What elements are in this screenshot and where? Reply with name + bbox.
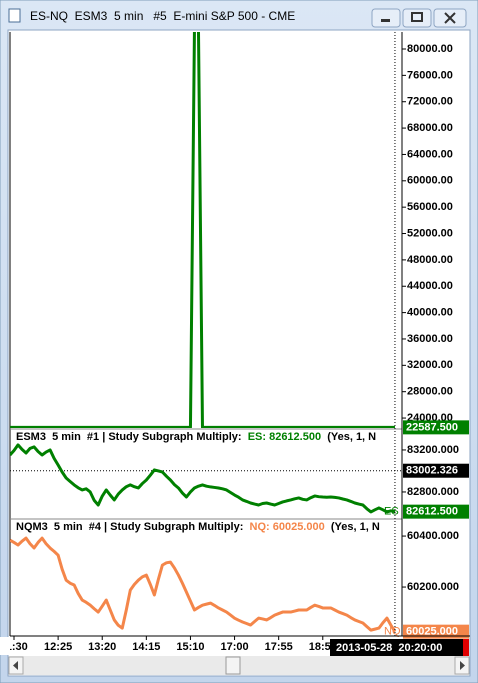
axis-background [402,31,469,637]
time-axis-left-cover [0,637,10,655]
price-line [10,536,397,633]
study-value: NQ: 60025.000 [250,521,325,533]
maximize-button[interactable] [402,8,432,28]
y-tick-label: 28000.00 [407,386,453,398]
last-value-label: 60025.000 [406,626,458,638]
study-name: ESM3 5 min #1 | Study Subgraph Multiply: [16,431,242,443]
study-name: NQM3 5 min #4 | Study Subgraph Multiply: [16,521,243,533]
price-axis: 24000.0028000.0032000.0036000.0040000.00… [401,31,469,639]
x-tick-label: 17:00 [220,641,248,653]
x-tick-label: 14:15 [132,641,160,653]
x-tick-label: 13:20 [88,641,116,653]
series-end-label: ES [384,506,399,518]
x-tick-label: 15:10 [176,641,204,653]
scroll-left-arrow [13,661,18,670]
last-value-box [403,504,469,519]
price-line [10,32,395,428]
x-tick-label: 12:25 [44,641,72,653]
y-tick-label: 40000.00 [407,307,453,319]
window-title: ES-NQ ESM3 5 min #5 E-mini S&P 500 - CME [30,9,295,23]
x-tick-label: 17:55 [265,641,293,653]
scroll-right-arrow [460,661,465,670]
scroll-thumb[interactable] [225,656,241,675]
minimize-glyph [381,19,390,22]
y-tick-label: 83200.000 [407,444,459,456]
y-tick-label: 60000.00 [407,175,453,187]
minimize-button[interactable] [371,8,401,28]
scrollbar[interactable] [8,656,470,675]
cursor-time-label: 2013-05-28 20:20:00 [336,642,442,654]
cursor-box [330,639,463,656]
window-buttons[interactable] [371,8,467,28]
y-tick-label: 52000.00 [407,227,453,239]
y-tick-label: 60400.000 [407,530,459,542]
study-value: ES: 82612.500 [248,431,321,443]
y-tick-label: 72000.00 [407,96,453,108]
last-value-box [403,624,469,639]
plot-area: ES ESM3 5 min #1 | Study Subgraph Multipl… [10,32,402,638]
y-tick-label: 82800.000 [407,486,459,498]
y-tick-label: 32000.00 [407,359,453,371]
y-tick-label: 56000.00 [407,201,453,213]
study-header: ESM3 5 min #1 | Study Subgraph Multiply:… [16,431,376,443]
y-tick-label: 60200.000 [407,581,459,593]
chart-area [7,29,471,677]
y-tick-label: 80000.00 [407,43,453,55]
y-tick-label: 76000.00 [407,69,453,81]
maximize-glyph [411,12,423,22]
study-header: NQM3 5 min #4 | Study Subgraph Multiply:… [16,521,380,533]
y-tick-label: 44000.00 [407,280,453,292]
last-value-label: 22587.500 [406,421,458,433]
series-end-label: NQ [384,626,401,638]
y-tick-label: 36000.00 [407,333,453,345]
study-params: (Yes, 1, N [331,521,380,533]
study-params: (Yes, 1, N [327,431,376,443]
time-axis: 11:30 12:25 13:20 14:15 15:10 17:00 17:55 18:50… [0,635,470,656]
y-tick-label: 48000.00 [407,254,453,266]
last-value-box [403,420,469,435]
reference-box [403,463,469,478]
y-tick-label: 68000.00 [407,122,453,134]
x-tick-label: 18:50 [309,641,337,653]
close-glyph [444,12,456,24]
reference-label: 83002.326 [406,465,458,477]
last-value-label: 82612.500 [406,506,458,518]
y-tick-label: 64000.00 [407,148,453,160]
app-icon [8,8,21,23]
price-line [10,443,396,514]
cursor-marker [463,639,469,656]
